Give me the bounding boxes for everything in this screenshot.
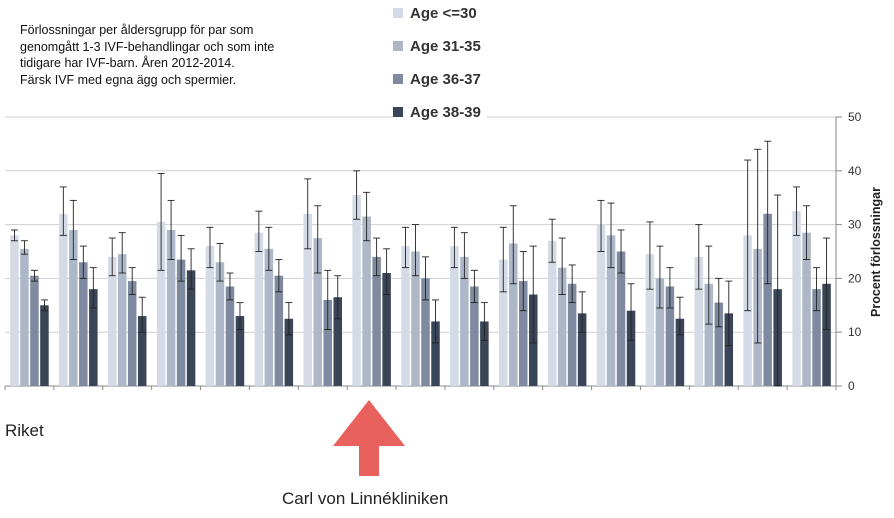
bar [313,238,322,386]
bar [596,224,606,386]
bar [626,310,636,386]
bar [176,259,186,386]
legend-label: Age 38-39 [410,103,481,121]
clinic-label: Carl von Linnékliniken [282,489,449,508]
bar [675,318,685,386]
bar [509,243,518,386]
riket-label: Riket [5,421,44,440]
bar [763,213,772,386]
legend-label: Age 31-35 [410,37,481,55]
bar [714,302,724,386]
bar [431,321,440,386]
bar [401,246,410,386]
legend-swatch [393,107,403,117]
bar [645,254,655,386]
bar [665,286,675,386]
y-tick-label: 30 [848,218,862,232]
bar [822,283,831,386]
bar [802,232,811,386]
y-tick-label: 10 [848,325,862,339]
bar [303,213,312,386]
bar [274,275,284,386]
bar [156,221,166,386]
bar [480,321,489,386]
bar [557,267,567,386]
bar [694,256,704,386]
bar [225,286,235,386]
legend-swatch [393,74,403,84]
legend-entry: Age 36-37 [393,69,487,89]
bar [352,195,361,386]
chart-title: Förlossningar per åldersgrupp för par so… [20,22,274,88]
bar [137,316,147,386]
bar [107,256,117,386]
legend-swatch [393,8,403,18]
bar [20,248,29,386]
bar [205,246,215,386]
bar [704,283,714,386]
y-tick-label: 50 [848,110,862,124]
title-line: Förlossningar per åldersgrupp för par so… [20,23,254,37]
legend-entry: Age <=30 [393,3,483,23]
bar [30,275,39,386]
legend-entry: Age 38-39 [393,102,487,122]
bar [59,213,68,386]
title-line: Färsk IVF med egna ägg och spermier. [20,72,237,87]
bar [215,262,225,386]
bar [166,229,176,386]
bar [547,240,557,386]
bar [117,254,127,386]
bar [372,256,381,386]
bar [333,297,342,386]
legend-label: Age 36-37 [410,70,481,88]
bar [519,281,528,386]
bar [470,286,479,386]
y-axis-label: Procent förlossningar [869,187,883,317]
bar [460,256,469,386]
bar [10,235,19,386]
legend-swatch [393,41,403,51]
legend-entry: Age 31-35 [393,36,487,56]
bar [284,318,294,386]
highlight-arrow [333,400,405,476]
bar [235,316,245,386]
bar [450,246,459,386]
bar [606,235,616,386]
bar [655,278,665,386]
bar [186,270,196,386]
bar [89,289,98,386]
bar [792,211,801,386]
bar [127,281,137,386]
bar [264,248,274,386]
bar [616,251,626,386]
bar [254,232,264,386]
bar [362,216,371,386]
bar [382,273,391,386]
legend-label: Age <=30 [410,4,477,22]
bar [577,313,587,386]
y-tick-label: 40 [848,164,862,178]
bar [40,305,49,386]
title-line: genomgått 1-3 IVF-behandlingar och som i… [20,39,275,54]
bar [812,289,821,386]
bar [79,262,88,386]
bar [499,259,508,386]
bar [724,313,734,386]
title-line: tidigare har IVF-barn. Åren 2012-2014. [20,56,235,70]
y-tick-label: 20 [848,271,862,285]
bar [69,229,78,386]
bar [567,283,577,386]
bar [323,299,332,386]
y-tick-label: 0 [848,379,855,393]
bar [411,251,420,386]
bar [421,278,430,386]
